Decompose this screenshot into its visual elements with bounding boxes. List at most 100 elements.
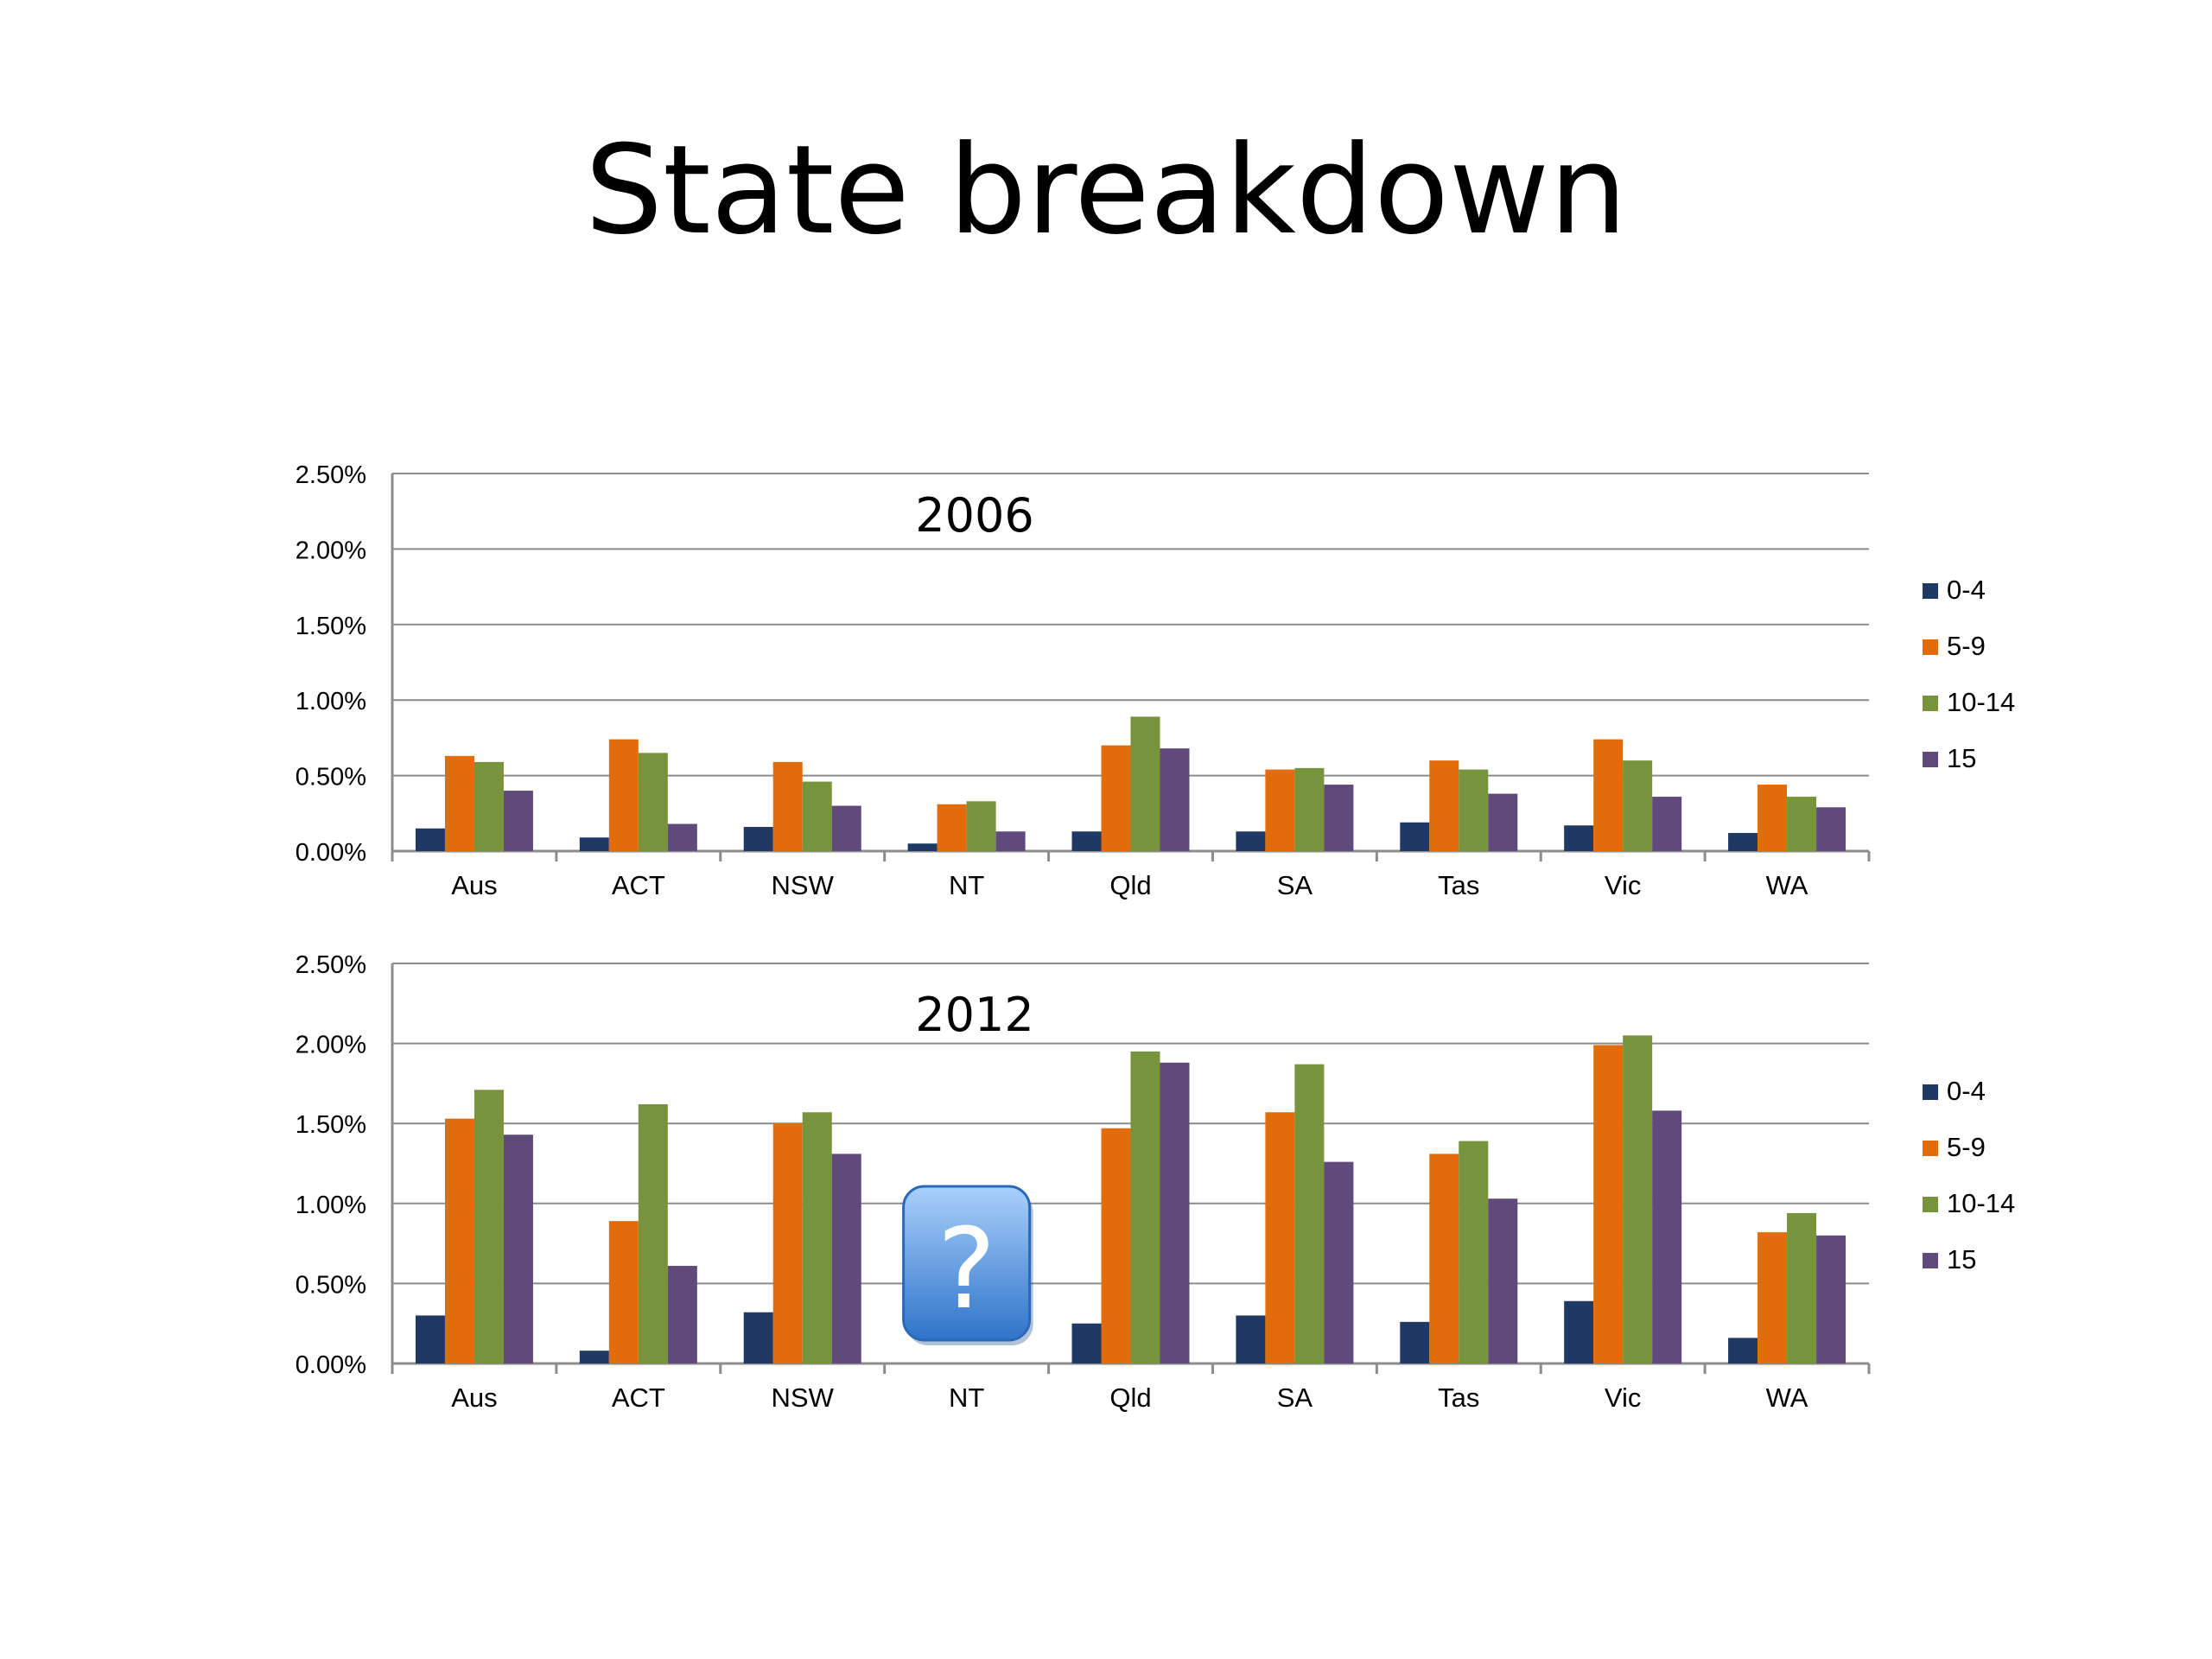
bar-10-14 [1130,1051,1160,1363]
legend-label: 5-9 [1947,631,1986,661]
legend-swatch [1923,1141,1938,1156]
x-tick-label: SA [1277,870,1313,900]
y-tick-label: 0.00% [296,1351,366,1379]
bar-5-9 [608,1221,639,1363]
bar-15 [1324,785,1354,851]
bar-10-14 [474,761,504,851]
bar-10-14 [1623,1035,1653,1363]
bar-0-4 [579,1351,609,1363]
bar-10-14 [1294,1064,1325,1363]
bar-0-4 [1236,831,1266,851]
x-tick-label: NSW [772,1382,835,1413]
x-tick-label: ACT [612,870,665,900]
bar-10-14 [1294,767,1325,851]
bar-15 [1816,807,1847,851]
bar-10-14 [802,781,832,851]
bar-10-14 [638,1103,668,1363]
bar-5-9 [444,755,474,851]
y-tick-label: 1.50% [296,1111,366,1139]
legend-swatch [1923,1084,1938,1100]
bar-15 [831,1154,861,1363]
x-tick-label: WA [1766,1382,1808,1413]
x-tick-label: Qld [1109,870,1151,900]
legend-swatch [1923,583,1938,599]
x-tick-label: NT [949,1382,984,1413]
x-tick-label: NT [949,870,984,900]
y-tick-label: 2.50% [296,461,366,489]
bar-0-4 [415,828,445,851]
x-tick-label: NSW [772,870,835,900]
bar-5-9 [1265,1112,1295,1363]
chart-title: 2006 [915,488,1033,543]
bar-15 [1324,1161,1354,1363]
legend-swatch [1923,1197,1938,1212]
y-tick-label: 0.50% [296,1271,366,1299]
bar-15 [503,1135,533,1363]
bar-15 [503,791,533,851]
bar-5-9 [1101,1128,1131,1363]
legend-swatch [1923,752,1938,767]
question-mark-icon [902,1185,1032,1342]
y-tick-label: 1.00% [296,1192,366,1219]
legend-label: 15 [1947,1244,1976,1274]
bar-15 [1160,748,1190,851]
bar-15 [831,805,861,851]
y-tick-label: 1.00% [296,688,366,715]
bar-0-4 [415,1315,445,1363]
bar-10-14 [1787,1212,1817,1363]
bar-0-4 [743,1312,773,1363]
bar-5-9 [444,1118,474,1363]
y-tick-label: 2.00% [296,1032,366,1059]
bar-15 [1652,1110,1682,1363]
x-tick-label: Tas [1438,870,1479,900]
bar-5-9 [1429,1154,1459,1363]
bar-10-14 [1130,716,1160,851]
bar-0-4 [1564,1300,1594,1363]
legend-label: 10-14 [1947,1188,2015,1218]
bar-15 [1488,1198,1518,1363]
bar-0-4 [1728,833,1758,851]
x-tick-label: Vic [1605,1382,1642,1413]
legend-swatch [1923,639,1938,655]
legend-label: 15 [1947,743,1976,773]
bar-10-14 [966,801,996,851]
y-tick-label: 0.00% [296,839,366,867]
y-tick-label: 2.00% [296,537,366,564]
x-tick-label: Tas [1438,1382,1479,1413]
bar-10-14 [1459,1141,1489,1363]
bar-10-14 [474,1090,504,1363]
legend-label: 5-9 [1947,1132,1986,1162]
bar-5-9 [1101,745,1131,851]
y-tick-label: 1.50% [296,613,366,640]
bar-0-4 [579,837,609,851]
bar-5-9 [1429,760,1459,851]
bar-10-14 [1787,797,1817,851]
x-tick-label: WA [1766,870,1808,900]
legend-swatch [1923,1253,1938,1268]
x-tick-label: ACT [612,1382,665,1413]
bar-0-4 [1071,1323,1102,1363]
bar-10-14 [802,1112,832,1363]
bar-0-4 [1728,1338,1758,1363]
x-tick-label: Vic [1605,870,1642,900]
legend-label: 10-14 [1947,687,2015,717]
bar-5-9 [772,1123,803,1363]
bar-10-14 [638,753,668,851]
bar-0-4 [1071,831,1102,851]
bar-15 [1816,1235,1847,1363]
bar-0-4 [1236,1315,1266,1363]
x-tick-label: Aus [451,870,497,900]
bar-5-9 [937,804,967,851]
bar-5-9 [608,739,639,851]
question-mark-text: ? [938,1205,996,1334]
bar-5-9 [772,761,803,851]
bar-10-14 [1459,769,1489,851]
y-tick-label: 0.50% [296,764,366,791]
bar-0-4 [743,827,773,851]
bar-0-4 [907,843,938,851]
x-tick-label: SA [1277,1382,1313,1413]
slide-title: State breakdown [584,119,1628,262]
bar-5-9 [1758,785,1788,851]
bar-15 [1488,793,1518,851]
